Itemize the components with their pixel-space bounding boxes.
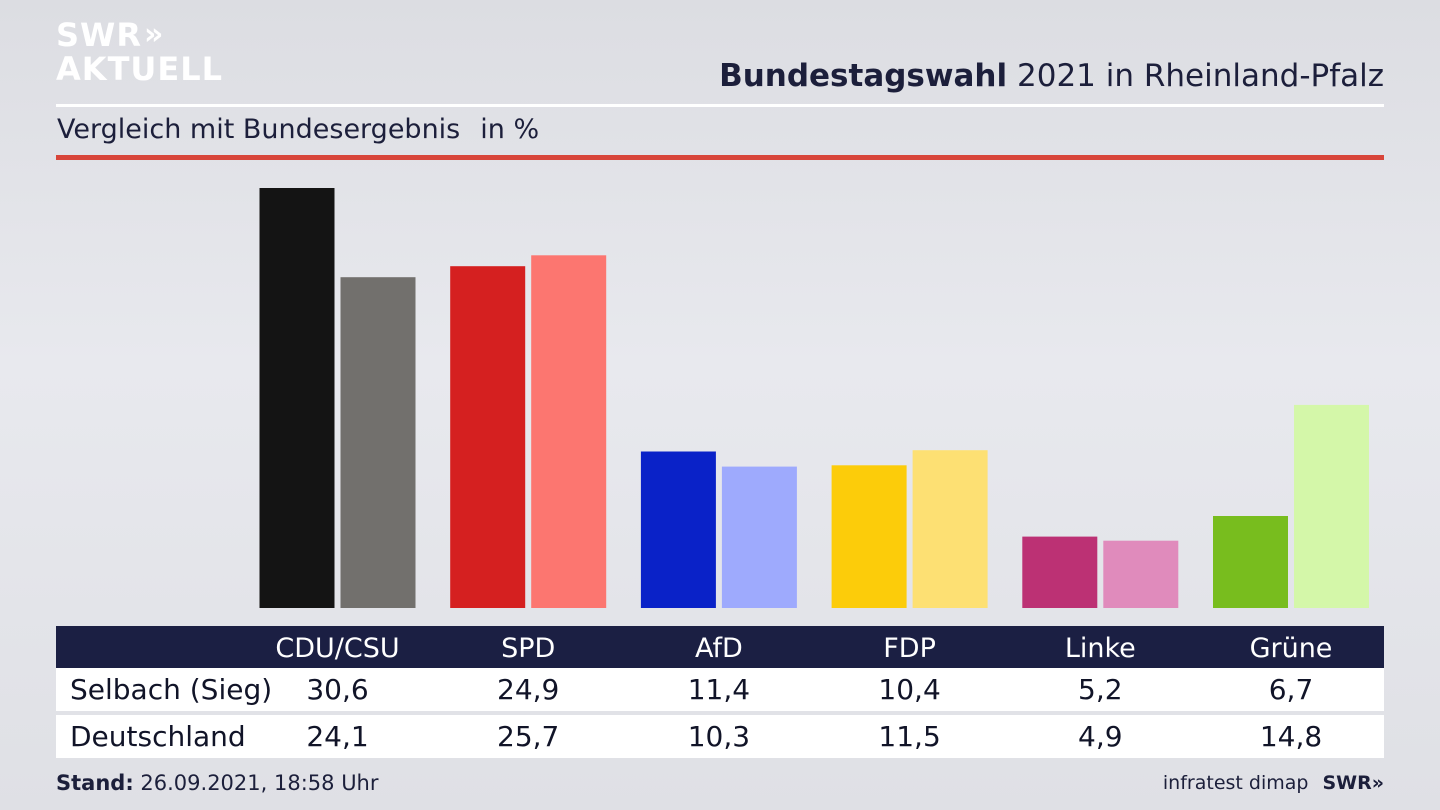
bar-fdp-series-2 [912,450,988,608]
data-label: 14,8 [1259,720,1323,753]
bar-gr-ne-series-2 [1294,404,1369,608]
chart-subtitle: Vergleich mit Bundesergebnis in % [57,114,539,145]
table-header: CDU/CSU SPD AfD FDP Linke Grüne [56,626,1384,668]
bar-cdu-csu-series-1 [259,188,335,608]
data-label: 10,3 [687,720,751,753]
data-label: 10,4 [878,673,941,706]
data-label: 11,5 [878,720,941,753]
stand-label: Stand: [56,771,134,795]
swr-brand-logo: SWR» [1322,772,1384,794]
bar-afd-series-2 [721,466,797,608]
bar-linke-series-2 [1103,540,1179,608]
table-row-selbach: Selbach (Sieg) 30,6 24,9 11,4 10,4 5,2 6,7 [56,668,1384,711]
source-credit: infratest dimap SWR» [1163,772,1384,794]
bar-linke-series-1 [1022,536,1098,608]
bar-cdu-csu-series-2 [340,277,416,608]
data-label: 30,6 [306,673,369,706]
timestamp: Stand: 26.09.2021, 18:58 Uhr [56,771,379,795]
row-label: Selbach (Sieg) [70,673,273,706]
bar-afd-series-1 [640,451,716,608]
data-label: 24,1 [306,720,369,753]
tick-label: Grüne [1249,633,1333,664]
tick-label: FDP [883,633,936,664]
source-text: infratest dimap [1162,772,1309,794]
title-bold: Bundestagswahl [719,58,1008,94]
page-title: Bundestagswahl 2021 in Rheinland-Pfalz [719,58,1384,94]
subtitle-divider [56,155,1384,160]
tick-label: CDU/CSU [275,633,400,664]
row-label: Deutschland [70,720,246,753]
data-label: 24,9 [497,673,560,706]
bar-fdp-series-1 [831,465,907,608]
tick-label: AfD [694,633,743,664]
title-divider [56,104,1384,107]
results-table: CDU/CSU SPD AfD FDP Linke Grüne Selbach (Sieg… [56,626,1384,758]
tick-label: SPD [501,633,556,664]
swr-aktuell-logo: SWR» AKTUELL [56,16,224,88]
data-label: 11,4 [687,673,751,706]
logo-aktuell-text: AKTUELL [56,50,224,88]
table-row-deutschland: Deutschland 24,1 25,7 10,3 11,5 4,9 14,8 [56,715,1384,758]
subtitle-text: Vergleich mit Bundesergebnis [57,114,461,145]
bar-spd-series-2 [531,255,607,609]
title-rest: 2021 in Rheinland-Pfalz [1017,58,1384,94]
bar-gr-ne-series-1 [1213,516,1288,608]
data-label: 6,7 [1268,673,1314,706]
bar-spd-series-1 [450,266,526,608]
logo-swr-text: SWR [56,16,142,54]
unit-label: in % [480,114,540,145]
stand-value: 26.09.2021, 18:58 Uhr [140,771,379,795]
data-label: 25,7 [497,720,560,753]
data-label: 5,2 [1078,673,1123,706]
tick-label: Linke [1064,633,1136,664]
data-label: 4,9 [1078,720,1123,753]
